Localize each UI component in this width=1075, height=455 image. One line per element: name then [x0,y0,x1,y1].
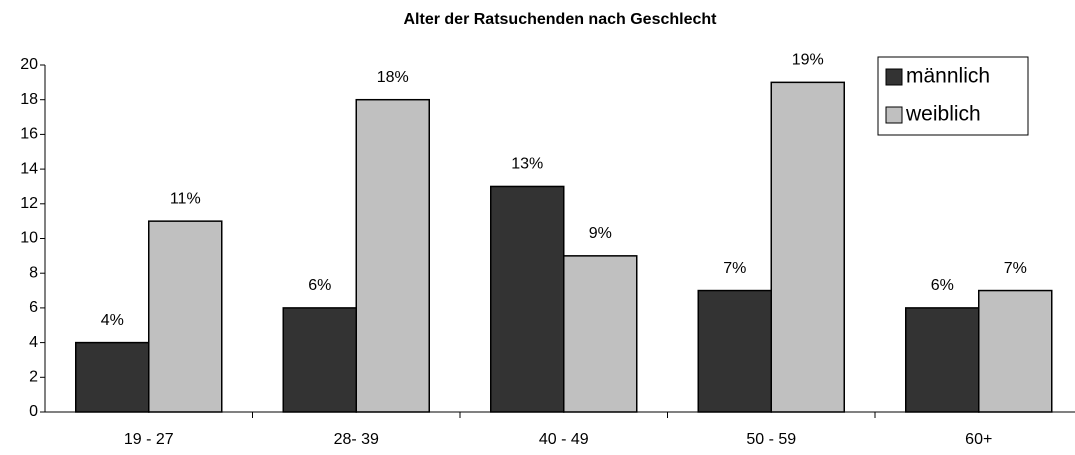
bar [148,220,223,413]
y-tick-label: 2 [29,369,38,386]
bar [282,307,357,413]
y-tick-label: 10 [20,230,38,247]
x-tick-label: 50 - 59 [746,431,796,448]
y-tick-label: 12 [20,195,38,212]
y-tick-label: 0 [29,403,38,420]
value-label: 6% [931,277,954,294]
legend-swatch [885,68,903,86]
bar [978,289,1053,413]
value-label: 7% [1004,260,1027,277]
value-label: 19% [792,52,824,69]
value-label: 9% [589,225,612,242]
bar [905,307,980,413]
legend-box [877,56,1029,136]
x-tick-label: 19 - 27 [124,431,174,448]
bar [75,341,150,413]
y-tick-label: 14 [20,160,38,177]
value-label: 13% [511,156,543,173]
chart-title: Alter der Ratsuchenden nach Geschlecht [404,11,718,28]
y-tick-label: 18 [20,91,38,108]
value-label: 7% [723,260,746,277]
bar [770,81,845,413]
bar [355,98,430,413]
value-label: 4% [101,312,124,329]
x-tick-label: 40 - 49 [539,431,589,448]
y-tick-label: 6 [29,299,38,316]
x-tick-label: 28- 39 [334,431,379,448]
value-label: 18% [377,69,409,86]
legend-swatch [885,106,903,124]
bar [697,289,772,413]
y-tick-label: 4 [29,334,38,351]
legend-label: weiblich [905,103,981,126]
value-label: 11% [170,190,201,207]
bar [490,185,565,413]
y-tick-label: 20 [20,56,38,73]
y-tick-label: 16 [20,126,38,143]
bar [563,255,638,413]
value-label: 6% [308,277,331,294]
y-tick-label: 8 [29,264,38,281]
legend-label: männlich [906,65,990,88]
x-tick-label: 60+ [965,431,992,448]
